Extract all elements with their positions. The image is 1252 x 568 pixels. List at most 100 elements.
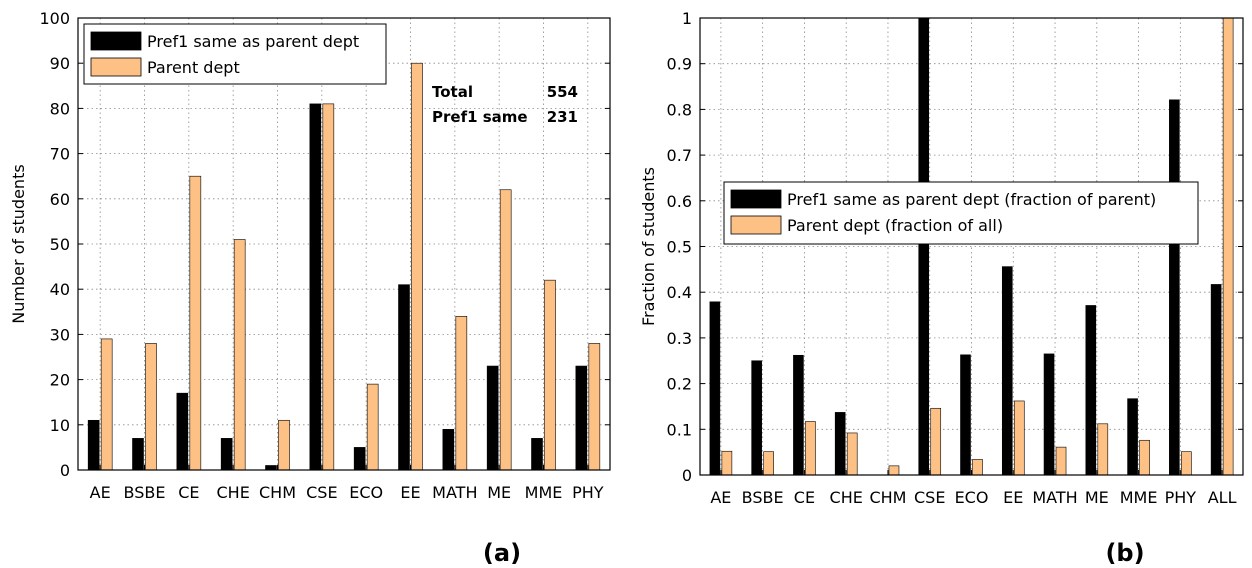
y-tick-label: 0.8 bbox=[667, 100, 692, 119]
plot-frame bbox=[77, 17, 611, 471]
x-tick-label: CSE bbox=[914, 488, 945, 507]
bar-parent-cse bbox=[322, 103, 335, 471]
legend-swatch bbox=[90, 31, 142, 51]
legend-swatch bbox=[730, 189, 782, 209]
y-axis-label: Number of students bbox=[9, 164, 28, 323]
bar-pref1-ae bbox=[87, 419, 100, 471]
y-tick-label: 0.4 bbox=[667, 283, 692, 302]
y-tick-label: 0.2 bbox=[667, 375, 692, 394]
bar-parent-bsbe bbox=[145, 343, 157, 471]
bar-pref1-eco bbox=[353, 447, 366, 471]
plot-frame bbox=[699, 17, 1244, 476]
bar-parent-cse bbox=[930, 407, 942, 476]
bar-parent-math bbox=[455, 316, 468, 471]
x-tick-label: EE bbox=[1003, 488, 1023, 507]
x-tick-label: CSE bbox=[306, 483, 337, 502]
x-tick-label: CE bbox=[178, 483, 199, 502]
x-tick-label: CHM bbox=[259, 483, 296, 502]
x-tick-label: ECO bbox=[349, 483, 383, 502]
y-tick-label: 0.5 bbox=[667, 238, 692, 257]
y-axis-label: Fraction of students bbox=[639, 167, 658, 326]
bar-parent-che bbox=[233, 239, 246, 471]
x-tick-label: CHE bbox=[217, 483, 250, 502]
panel-caption: (a) bbox=[483, 539, 521, 567]
bar-pref1-mme bbox=[1127, 398, 1138, 476]
y-tick-label: 40 bbox=[50, 280, 70, 299]
legend: Pref1 same as parent dept (fraction of p… bbox=[723, 181, 1199, 245]
y-tick-label: 100 bbox=[39, 9, 70, 28]
y-tick-label: 0.3 bbox=[667, 329, 692, 348]
bar-parent-che bbox=[846, 432, 858, 476]
bar-parent-me bbox=[499, 189, 512, 471]
y-tick-label: 50 bbox=[50, 235, 70, 254]
bar-parent-eco bbox=[366, 383, 379, 471]
bar-pref1-eco bbox=[960, 354, 971, 476]
annotation-label: Total bbox=[432, 83, 473, 101]
panel-caption: (b) bbox=[1105, 539, 1144, 567]
bar-pref1-phy bbox=[1169, 99, 1180, 476]
y-tick-label: 1 bbox=[682, 9, 692, 28]
bar-pref1-me bbox=[486, 365, 499, 471]
bar-pref1-cse bbox=[918, 17, 930, 476]
x-tick-label: EE bbox=[400, 483, 420, 502]
bar-pref1-che bbox=[220, 438, 233, 471]
x-tick-label: MME bbox=[525, 483, 563, 502]
y-tick-label: 0 bbox=[60, 461, 70, 480]
bar-parent-ae bbox=[721, 450, 733, 476]
y-tick-label: 80 bbox=[50, 99, 70, 118]
bar-parent-me bbox=[1097, 423, 1109, 476]
x-tick-label: MME bbox=[1120, 488, 1158, 507]
bar-parent-ae bbox=[100, 338, 113, 471]
bar-parent-chm bbox=[278, 419, 290, 471]
bar-pref1-math bbox=[442, 429, 455, 471]
bar-parent-mme bbox=[1139, 439, 1150, 476]
x-tick-label: AE bbox=[710, 488, 731, 507]
bar-pref1-ce bbox=[176, 392, 189, 471]
bar-pref1-ee bbox=[1001, 266, 1013, 476]
bar-pref1-ae bbox=[709, 301, 721, 476]
x-tick-label: CHM bbox=[869, 488, 906, 507]
bar-parent-ee bbox=[411, 62, 423, 471]
bar-parent-phy bbox=[588, 343, 601, 471]
bar-parent-all bbox=[1222, 17, 1234, 476]
y-tick-label: 60 bbox=[50, 190, 70, 209]
bar-pref1-math bbox=[1043, 353, 1055, 476]
bar-parent-ce bbox=[189, 175, 202, 471]
annotation-label: Pref1 same bbox=[432, 108, 528, 126]
x-tick-label: MATH bbox=[1032, 488, 1077, 507]
y-tick-label: 0.1 bbox=[667, 420, 692, 439]
x-tick-label: CHE bbox=[830, 488, 863, 507]
legend-label: Pref1 same as parent dept bbox=[147, 32, 359, 51]
bar-pref1-bsbe bbox=[132, 438, 144, 471]
x-tick-label: MATH bbox=[432, 483, 477, 502]
x-tick-label: ALL bbox=[1208, 488, 1237, 507]
y-tick-label: 0.7 bbox=[667, 146, 692, 165]
bar-pref1-ee bbox=[398, 284, 410, 471]
y-tick-label: 30 bbox=[50, 325, 70, 344]
legend-swatch bbox=[730, 215, 782, 235]
bar-pref1-all bbox=[1210, 284, 1222, 476]
annotation-value: 554 bbox=[547, 83, 578, 101]
bar-pref1-me bbox=[1085, 305, 1097, 476]
bar-pref1-mme bbox=[531, 438, 543, 471]
bar-parent-math bbox=[1055, 446, 1067, 476]
x-tick-label: BSBE bbox=[742, 488, 784, 507]
bar-parent-ce bbox=[805, 421, 816, 476]
bar-parent-bsbe bbox=[763, 451, 774, 476]
x-tick-label: PHY bbox=[572, 483, 604, 502]
x-tick-label: ECO bbox=[955, 488, 989, 507]
x-tick-label: PHY bbox=[1165, 488, 1197, 507]
legend-label: Pref1 same as parent dept (fraction of p… bbox=[787, 190, 1156, 209]
legend-label: Parent dept bbox=[147, 58, 240, 77]
bar-pref1-ce bbox=[793, 354, 804, 476]
legend-swatch bbox=[90, 57, 142, 77]
legend: Pref1 same as parent dept Parent dept bbox=[83, 23, 387, 85]
bar-parent-mme bbox=[544, 279, 556, 471]
y-tick-label: 0.9 bbox=[667, 55, 692, 74]
chart-b: 0 0.1 0.2 0.3 0.4 0.5 0.6 0.7 0.8 0.9 1 AE BSBE CE CHE… bbox=[639, 9, 1244, 567]
x-tick-label: BSBE bbox=[124, 483, 166, 502]
bar-parent-ee bbox=[1013, 400, 1025, 476]
chart-a: 0 10 20 30 40 50 60 70 80 90 100 AE BSBE CE CHE CHM CSE E… bbox=[9, 9, 611, 567]
y-tick-label: 70 bbox=[50, 145, 70, 164]
